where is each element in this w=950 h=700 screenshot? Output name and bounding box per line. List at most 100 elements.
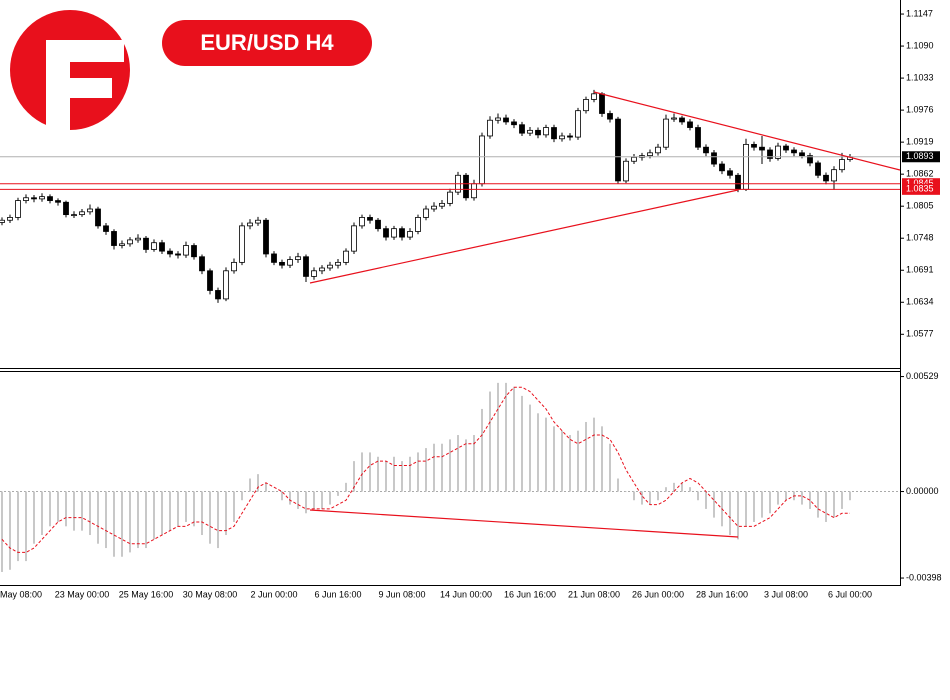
- histogram-bar: [657, 491, 659, 501]
- histogram-bar: [361, 452, 363, 492]
- histogram-bar: [1, 491, 3, 572]
- candle-body: [471, 183, 477, 199]
- signal-line: [1, 386, 850, 553]
- histogram-bar: [497, 382, 499, 492]
- candle-body: [175, 253, 181, 256]
- candle-body: [703, 146, 709, 154]
- candle-body: [567, 135, 573, 138]
- candle-body: [167, 250, 173, 255]
- candle-body: [343, 250, 349, 263]
- candle-body: [55, 200, 61, 203]
- candle-body: [287, 259, 293, 266]
- histogram-bar: [841, 491, 843, 509]
- candle-body: [447, 191, 453, 204]
- candle-body: [559, 135, 565, 140]
- histogram-bar: [217, 491, 219, 549]
- candle-body: [367, 217, 373, 221]
- histogram-bar: [161, 491, 163, 536]
- candle-body: [751, 143, 757, 148]
- candle-body: [575, 110, 581, 138]
- histogram-bar: [273, 491, 275, 493]
- histogram-bar: [193, 491, 195, 527]
- histogram-bar: [777, 491, 779, 505]
- candle-body: [71, 214, 77, 217]
- candle-body: [351, 225, 357, 252]
- histogram-bar: [577, 430, 579, 492]
- candle-body: [671, 117, 677, 120]
- histogram-bar: [665, 487, 667, 492]
- histogram-bar: [825, 491, 827, 522]
- histogram-bar: [457, 435, 459, 492]
- y-tick-label: 1.1147: [906, 8, 933, 18]
- histogram-bar: [529, 404, 531, 492]
- candle-body: [519, 124, 525, 134]
- candle-body: [535, 129, 541, 136]
- histogram-bar: [313, 491, 315, 509]
- candle-body: [191, 245, 197, 258]
- candle-body: [775, 145, 781, 159]
- y-tick-label: 1.0805: [906, 201, 934, 211]
- histogram-bar: [809, 491, 811, 509]
- histogram-bar: [377, 456, 379, 492]
- candle-body: [295, 256, 301, 260]
- histogram-bar: [9, 491, 11, 570]
- level-label-box: [902, 183, 940, 195]
- histogram-bar: [817, 491, 819, 518]
- histogram-bar: [801, 491, 803, 505]
- histogram-bar: [121, 491, 123, 557]
- candle-body: [823, 174, 829, 182]
- histogram-bar: [561, 430, 563, 492]
- histogram-bar: [505, 382, 507, 492]
- candle-body: [663, 118, 669, 148]
- x-tick-label: 3 Jul 08:00: [764, 589, 808, 599]
- histogram-bar: [617, 478, 619, 492]
- candle-body: [239, 225, 245, 263]
- histogram-bar: [321, 491, 323, 509]
- candle-body: [599, 93, 605, 114]
- histogram-bar: [641, 491, 643, 505]
- candle-body: [839, 159, 845, 171]
- candle-body: [119, 243, 125, 246]
- trendlines: [309, 91, 901, 538]
- y-tick-label: 1.0919: [906, 137, 934, 147]
- trendline: [593, 91, 901, 171]
- histogram-bar: [633, 491, 635, 501]
- candle-body: [391, 228, 397, 238]
- histogram-bar: [681, 482, 683, 492]
- histogram-bar: [489, 391, 491, 492]
- trendline: [309, 189, 739, 284]
- candle-body: [335, 261, 341, 266]
- candle-body: [87, 208, 93, 213]
- candle-body: [327, 264, 333, 269]
- candle-body: [263, 219, 269, 255]
- candle-body: [63, 201, 69, 216]
- candle-body: [95, 208, 101, 227]
- candle-body: [159, 242, 165, 252]
- x-tick-label: 2 Jun 00:00: [250, 589, 297, 599]
- histogram-bar: [537, 413, 539, 492]
- candle-body: [551, 127, 557, 140]
- y-tick-label: 1.0577: [906, 329, 934, 339]
- candle-body: [807, 155, 813, 164]
- candle-body: [127, 239, 133, 245]
- last-price-box: [902, 151, 940, 163]
- histogram-bar: [569, 435, 571, 492]
- histogram-bar: [761, 491, 763, 518]
- histogram-bar: [417, 452, 419, 492]
- candle-body: [39, 196, 45, 200]
- candle-body: [767, 149, 773, 159]
- x-tick-label: May 08:00: [0, 589, 42, 599]
- chart-title: EUR/USD H4: [200, 30, 334, 55]
- histogram-bar: [609, 443, 611, 492]
- histogram-bar: [705, 491, 707, 509]
- candle-body: [431, 205, 437, 210]
- candle-body: [199, 256, 205, 272]
- x-tick-label: 30 May 08:00: [183, 589, 238, 599]
- candle-body: [423, 208, 429, 218]
- candle-body: [319, 267, 325, 272]
- candle-body: [631, 156, 637, 162]
- histogram-bar: [329, 491, 331, 505]
- logo-letter: [46, 40, 124, 132]
- candle-body: [183, 245, 189, 256]
- histogram-bar: [753, 491, 755, 522]
